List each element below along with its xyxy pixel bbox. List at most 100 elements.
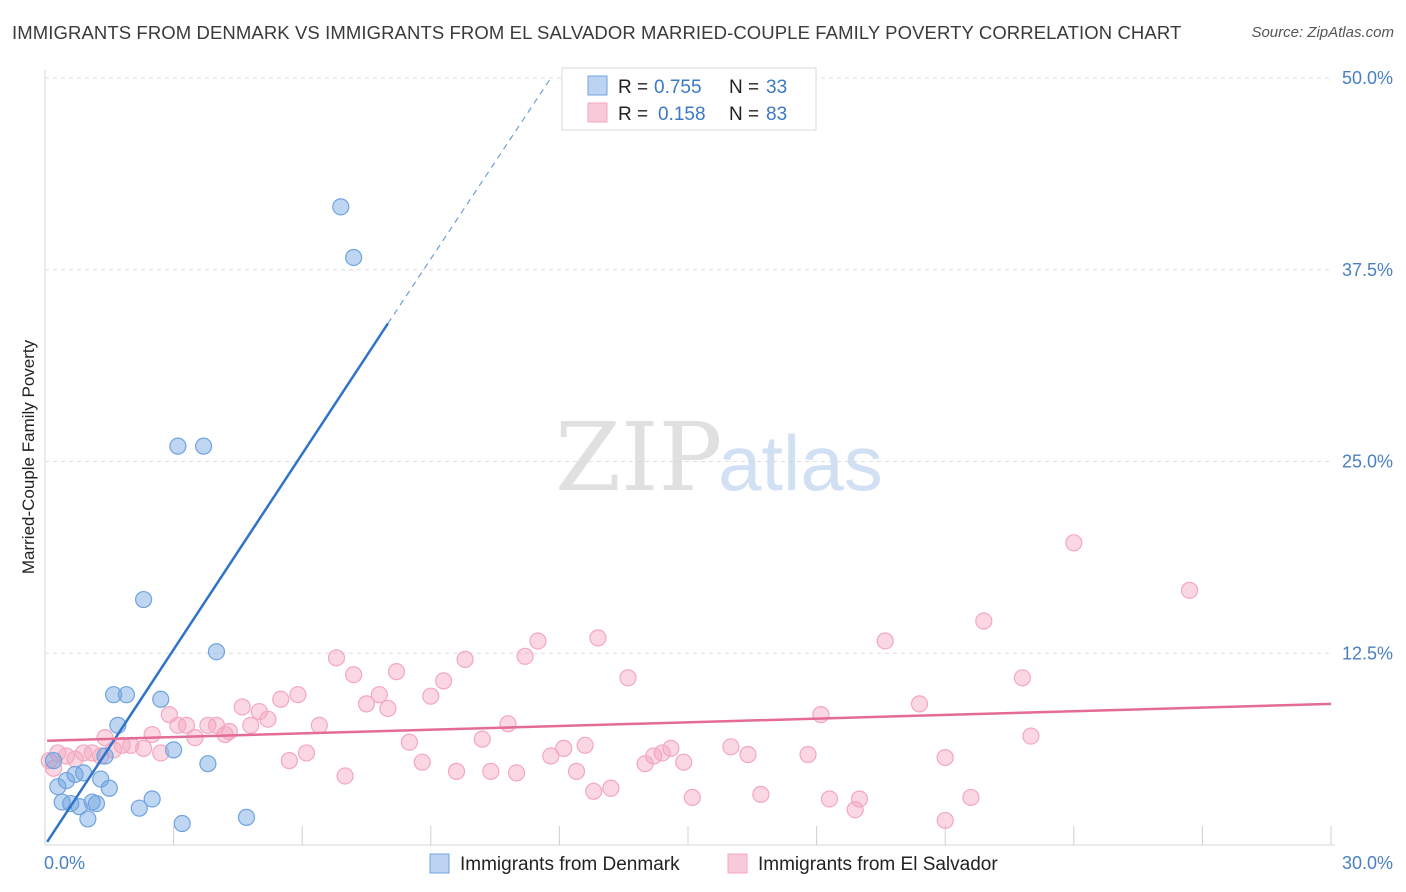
denmark-point bbox=[87, 794, 106, 813]
elsalvador-point bbox=[413, 753, 431, 771]
elsalvador-point bbox=[220, 722, 238, 741]
elsalvador-point bbox=[722, 738, 740, 756]
elsalvador-point bbox=[799, 745, 817, 764]
elsalvador-point bbox=[280, 752, 298, 770]
legend-r-label-elsalvador: R = bbox=[618, 104, 648, 125]
elsalvador-point bbox=[297, 744, 316, 762]
elsalvador-point bbox=[820, 790, 839, 808]
denmark-point bbox=[195, 437, 213, 455]
denmark-point bbox=[199, 755, 217, 773]
denmark-point bbox=[79, 810, 97, 828]
legend-n-label-elsalvador: N = bbox=[729, 104, 759, 125]
watermark-atlas: atlas bbox=[718, 419, 883, 507]
elsalvador-point bbox=[739, 745, 757, 764]
elsalvador-point bbox=[850, 790, 869, 808]
elsalvador-point bbox=[567, 762, 586, 780]
elsalvador-point bbox=[447, 762, 466, 780]
y-tick-label: 25.0% bbox=[1342, 452, 1393, 472]
legend-n-value-elsalvador: 83 bbox=[766, 104, 787, 125]
elsalvador-point bbox=[675, 753, 693, 771]
elsalvador-point bbox=[962, 788, 980, 807]
elsalvador-point bbox=[134, 739, 153, 757]
elsalvador-point bbox=[619, 669, 637, 687]
bottom-legend-label-denmark: Immigrants from Denmark bbox=[460, 854, 680, 875]
elsalvador-point bbox=[529, 632, 547, 650]
elsalvador-point bbox=[602, 779, 620, 797]
elsalvador-point bbox=[936, 748, 954, 767]
elsalvador-point bbox=[1180, 581, 1199, 599]
denmark-point bbox=[152, 690, 170, 708]
legend-box: R = 0.755 N = 33 R = 0.158 N = 83 bbox=[561, 67, 817, 131]
elsalvador-point bbox=[1022, 727, 1040, 745]
elsalvador-point bbox=[336, 767, 354, 785]
legend-r-label-denmark: R = bbox=[618, 77, 648, 98]
elsalvador-point bbox=[662, 739, 680, 757]
elsalvador-point bbox=[289, 686, 307, 704]
elsalvador-point bbox=[589, 629, 607, 647]
denmark-trend-line bbox=[46, 322, 389, 843]
elsalvador-point bbox=[345, 666, 363, 684]
watermark: ZIP atlas bbox=[555, 403, 883, 513]
series-denmark-points bbox=[44, 198, 363, 833]
watermark-zip: ZIP bbox=[555, 403, 722, 513]
y-tick-labels: 12.5% 25.0% 37.5% 50.0% bbox=[1342, 68, 1393, 663]
elsalvador-point bbox=[259, 710, 277, 728]
elsalvador-point bbox=[846, 801, 864, 819]
denmark-point bbox=[130, 799, 148, 817]
elsalvador-point bbox=[936, 811, 954, 830]
elsalvador-point bbox=[66, 750, 84, 768]
denmark-point bbox=[100, 779, 118, 797]
elsalvador-point bbox=[310, 716, 328, 734]
elsalvador-point bbox=[516, 647, 534, 665]
elsalvador-point bbox=[422, 687, 440, 705]
denmark-point bbox=[92, 770, 110, 788]
denmark-point bbox=[345, 248, 363, 267]
legend-n-value-denmark: 33 bbox=[766, 77, 787, 98]
grid-lines bbox=[45, 77, 1331, 654]
elsalvador-point bbox=[653, 744, 671, 762]
y-axis-label: Married-Couple Family Poverty bbox=[19, 339, 38, 574]
x-tick-label-min: 0.0% bbox=[44, 853, 85, 873]
bottom-legend-label-elsalvador: Immigrants from El Salvador bbox=[758, 854, 998, 875]
y-tick-label: 50.0% bbox=[1342, 68, 1393, 88]
denmark-point bbox=[165, 741, 183, 759]
y-tick-label: 12.5% bbox=[1342, 643, 1393, 663]
elsalvador-point bbox=[400, 733, 418, 751]
legend-n-label-denmark: N = bbox=[729, 77, 759, 98]
elsalvador-point bbox=[876, 632, 894, 650]
elsalvador-point bbox=[542, 747, 560, 765]
elsalvador-point bbox=[242, 716, 260, 734]
legend-swatch-denmark bbox=[587, 75, 608, 96]
denmark-point bbox=[143, 790, 161, 808]
denmark-point bbox=[57, 771, 76, 790]
source-label: Source: ZipAtlas.com bbox=[1251, 24, 1394, 41]
denmark-point bbox=[332, 198, 350, 216]
denmark-point bbox=[66, 765, 84, 784]
elsalvador-point bbox=[357, 695, 376, 713]
elsalvador-point bbox=[177, 716, 196, 734]
elsalvador-point bbox=[327, 649, 346, 667]
elsalvador-point bbox=[482, 762, 500, 780]
bottom-legend-swatch-elsalvador bbox=[727, 853, 748, 874]
elsalvador-point bbox=[435, 672, 453, 690]
elsalvador-point bbox=[752, 785, 770, 803]
legend-r-value-denmark: 0.755 bbox=[654, 77, 702, 98]
elsalvador-point bbox=[555, 739, 573, 757]
elsalvador-point bbox=[1065, 534, 1083, 552]
elsalvador-point bbox=[473, 730, 491, 748]
x-tick-marks bbox=[44, 826, 1332, 845]
x-tick-label-max: 30.0% bbox=[1342, 853, 1393, 873]
denmark-point bbox=[169, 437, 187, 455]
elsalvador-point bbox=[576, 736, 594, 754]
elsalvador-point bbox=[1013, 669, 1031, 687]
denmark-point bbox=[237, 808, 256, 826]
elsalvador-point bbox=[456, 650, 474, 668]
chart-title: IMMIGRANTS FROM DENMARK VS IMMIGRANTS FR… bbox=[12, 22, 1182, 43]
denmark-point bbox=[117, 686, 136, 704]
trend-lines bbox=[46, 77, 1332, 843]
denmark-point bbox=[44, 752, 63, 770]
elsalvador-point bbox=[272, 690, 290, 708]
denmark-point bbox=[173, 814, 191, 833]
bottom-legend: Immigrants from Denmark Immigrants from … bbox=[429, 853, 998, 875]
